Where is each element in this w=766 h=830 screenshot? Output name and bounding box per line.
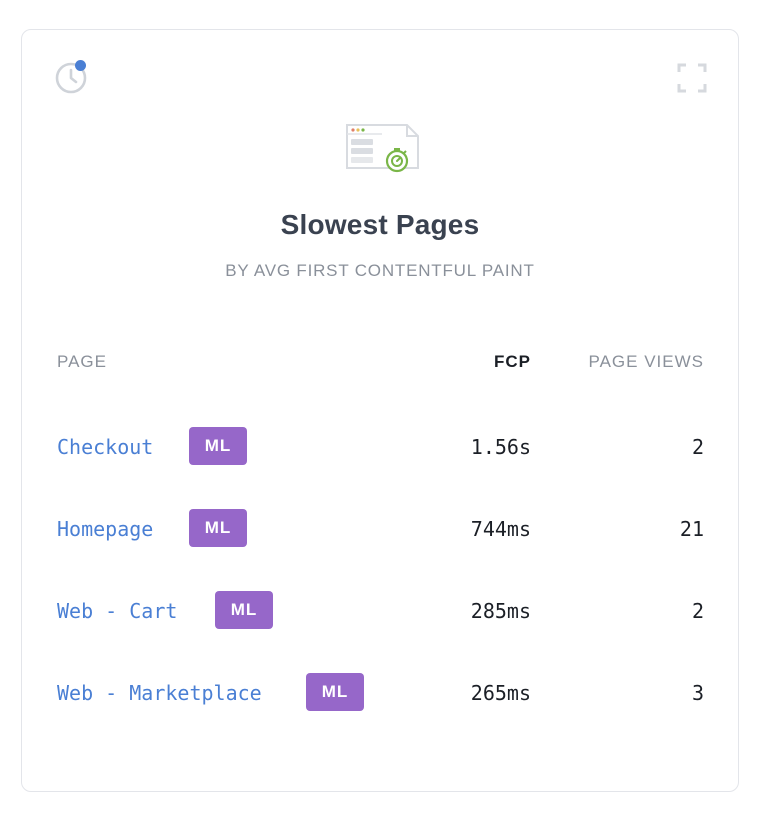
table-row: Web - Marketplace ML 265ms 3: [22, 673, 738, 713]
column-header-page-views[interactable]: PAGE VIEWS: [588, 352, 704, 371]
page-views-value: 21: [679, 517, 704, 541]
page-link[interactable]: Web - Marketplace: [57, 681, 262, 705]
notification-dot: [75, 60, 86, 71]
fcp-value: 744ms: [470, 517, 531, 541]
page-views-value: 2: [691, 435, 704, 459]
page-link[interactable]: Web - Cart: [57, 599, 178, 623]
slowest-pages-card: Slowest Pages BY AVG FIRST CONTENTFUL PA…: [21, 29, 739, 792]
fcp-value: 285ms: [470, 599, 531, 623]
column-header-page[interactable]: PAGE: [57, 352, 107, 371]
ml-badge[interactable]: ML: [306, 673, 364, 711]
page-link[interactable]: Checkout: [57, 435, 154, 459]
widget-subtitle: BY AVG FIRST CONTENTFUL PAINT: [225, 261, 535, 280]
table-row: Checkout ML 1.56s 2: [22, 427, 738, 467]
ml-badge[interactable]: ML: [189, 509, 247, 547]
ml-badge[interactable]: ML: [189, 427, 247, 465]
page-views-value: 2: [691, 599, 704, 623]
column-header-fcp[interactable]: FCP: [494, 352, 531, 371]
table-row: Web - Cart ML 285ms 2: [22, 591, 738, 631]
fcp-value: 265ms: [470, 681, 531, 705]
expand-button[interactable]: [677, 63, 707, 93]
history-button[interactable]: [55, 60, 91, 96]
fcp-value: 1.56s: [470, 435, 531, 459]
table-row: Homepage ML 744ms 21: [22, 509, 738, 549]
clock-icon: [55, 62, 87, 94]
page-views-value: 3: [691, 681, 704, 705]
page-speed-icon: [346, 124, 419, 173]
ml-badge[interactable]: ML: [215, 591, 273, 629]
page-link[interactable]: Homepage: [57, 517, 154, 541]
widget-title: Slowest Pages: [280, 209, 480, 240]
expand-icon: [677, 63, 707, 93]
